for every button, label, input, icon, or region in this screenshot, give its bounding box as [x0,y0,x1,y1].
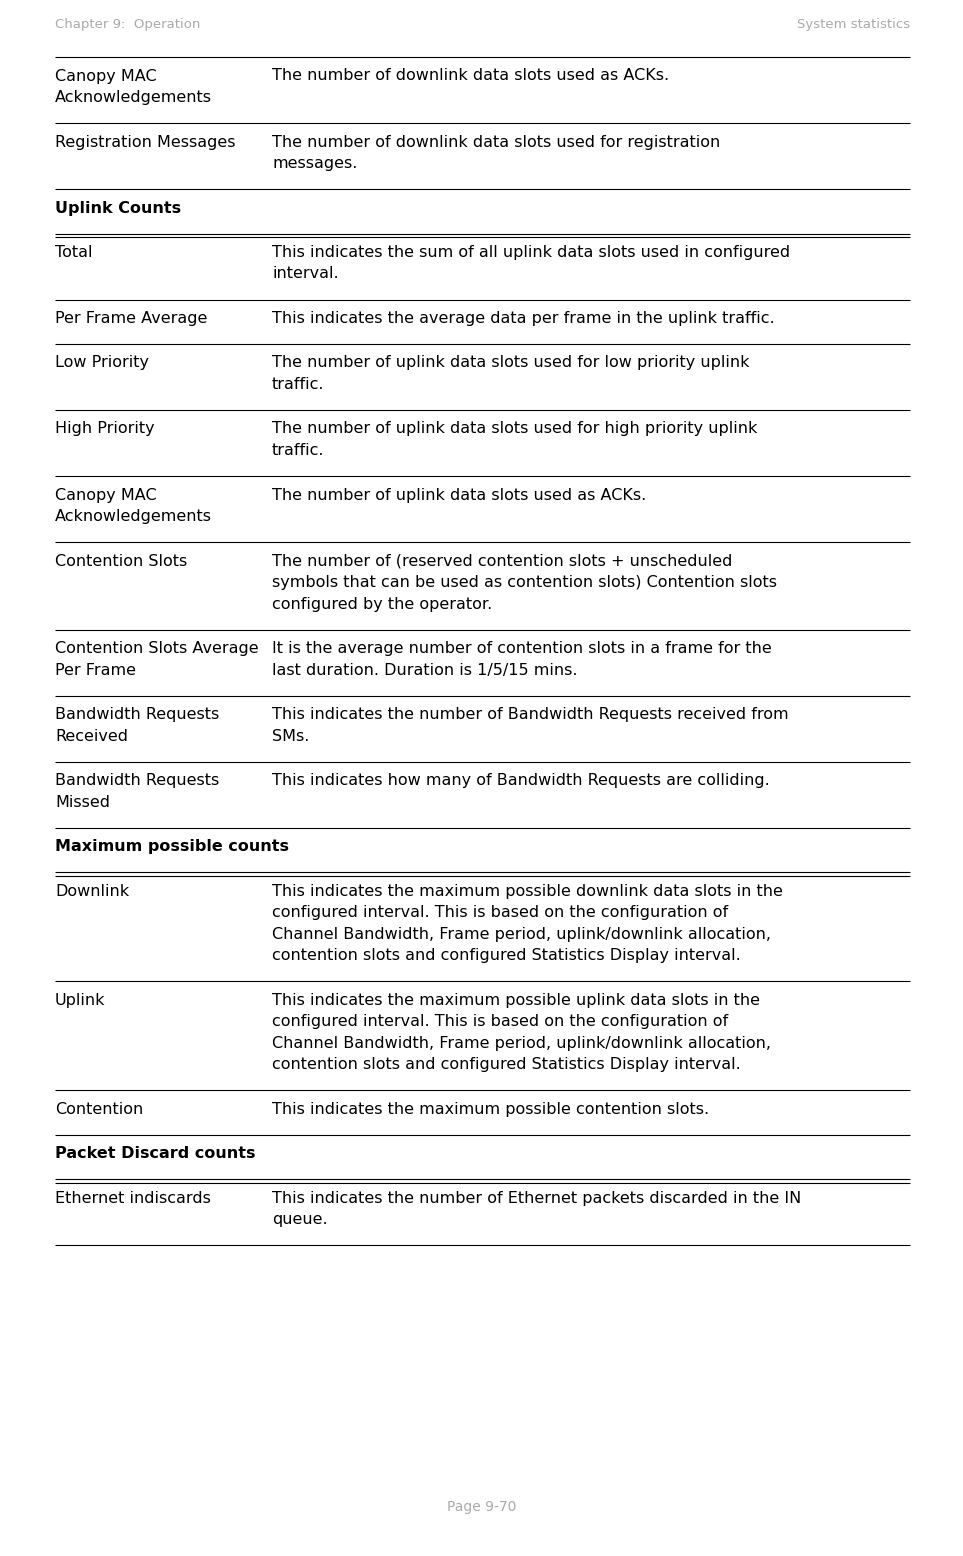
Text: Bandwidth Requests: Bandwidth Requests [55,706,220,722]
Text: Contention Slots Average: Contention Slots Average [55,641,259,657]
Text: contention slots and configured Statistics Display interval.: contention slots and configured Statisti… [272,1057,741,1072]
Text: configured interval. This is based on the configuration of: configured interval. This is based on th… [272,1015,728,1029]
Text: Channel Bandwidth, Frame period, uplink/downlink allocation,: Channel Bandwidth, Frame period, uplink/… [272,1035,771,1050]
Text: queue.: queue. [272,1212,327,1228]
Text: Downlink: Downlink [55,884,129,898]
Text: The number of uplink data slots used for low priority uplink: The number of uplink data slots used for… [272,355,749,370]
Text: Maximum possible counts: Maximum possible counts [55,839,289,854]
Text: Acknowledgements: Acknowledgements [55,509,212,524]
Text: Per Frame Average: Per Frame Average [55,311,207,327]
Text: The number of uplink data slots used for high priority uplink: The number of uplink data slots used for… [272,422,757,437]
Text: configured interval. This is based on the configuration of: configured interval. This is based on th… [272,906,728,920]
Text: Acknowledgements: Acknowledgements [55,90,212,104]
Text: Missed: Missed [55,795,110,809]
Text: Channel Bandwidth, Frame period, uplink/downlink allocation,: Channel Bandwidth, Frame period, uplink/… [272,926,771,941]
Text: Chapter 9:  Operation: Chapter 9: Operation [55,19,200,31]
Text: The number of downlink data slots used as ACKs.: The number of downlink data slots used a… [272,68,669,84]
Text: contention slots and configured Statistics Display interval.: contention slots and configured Statisti… [272,948,741,963]
Text: Per Frame: Per Frame [55,663,136,677]
Text: Uplink Counts: Uplink Counts [55,201,181,215]
Text: Contention Slots: Contention Slots [55,554,187,568]
Text: This indicates the number of Bandwidth Requests received from: This indicates the number of Bandwidth R… [272,706,789,722]
Text: Total: Total [55,244,92,260]
Text: interval.: interval. [272,266,339,282]
Text: Canopy MAC: Canopy MAC [55,68,157,84]
Text: Ethernet indiscards: Ethernet indiscards [55,1190,211,1206]
Text: Packet Discard counts: Packet Discard counts [55,1147,255,1161]
Text: This indicates how many of Bandwidth Requests are colliding.: This indicates how many of Bandwidth Req… [272,773,769,787]
Text: Canopy MAC: Canopy MAC [55,487,157,503]
Text: This indicates the maximum possible contention slots.: This indicates the maximum possible cont… [272,1102,709,1117]
Text: Contention: Contention [55,1102,143,1117]
Text: This indicates the maximum possible uplink data slots in the: This indicates the maximum possible upli… [272,993,760,1007]
Text: System statistics: System statistics [796,19,910,31]
Text: High Priority: High Priority [55,422,155,437]
Text: The number of (reserved contention slots + unscheduled: The number of (reserved contention slots… [272,554,733,568]
Text: Bandwidth Requests: Bandwidth Requests [55,773,220,787]
Text: configured by the operator.: configured by the operator. [272,596,492,612]
Text: This indicates the average data per frame in the uplink traffic.: This indicates the average data per fram… [272,311,774,327]
Text: This indicates the sum of all uplink data slots used in configured: This indicates the sum of all uplink dat… [272,244,790,260]
Text: SMs.: SMs. [272,728,309,744]
Text: Received: Received [55,728,128,744]
Text: The number of uplink data slots used as ACKs.: The number of uplink data slots used as … [272,487,646,503]
Text: It is the average number of contention slots in a frame for the: It is the average number of contention s… [272,641,771,657]
Text: traffic.: traffic. [272,443,325,457]
Text: This indicates the maximum possible downlink data slots in the: This indicates the maximum possible down… [272,884,783,898]
Text: Page 9-70: Page 9-70 [447,1500,516,1514]
Text: traffic.: traffic. [272,377,325,392]
Text: last duration. Duration is 1/5/15 mins.: last duration. Duration is 1/5/15 mins. [272,663,578,677]
Text: Low Priority: Low Priority [55,355,149,370]
Text: The number of downlink data slots used for registration: The number of downlink data slots used f… [272,134,720,149]
Text: This indicates the number of Ethernet packets discarded in the IN: This indicates the number of Ethernet pa… [272,1190,801,1206]
Text: Uplink: Uplink [55,993,106,1007]
Text: symbols that can be used as contention slots) Contention slots: symbols that can be used as contention s… [272,576,777,590]
Text: Registration Messages: Registration Messages [55,134,236,149]
Text: messages.: messages. [272,156,357,171]
